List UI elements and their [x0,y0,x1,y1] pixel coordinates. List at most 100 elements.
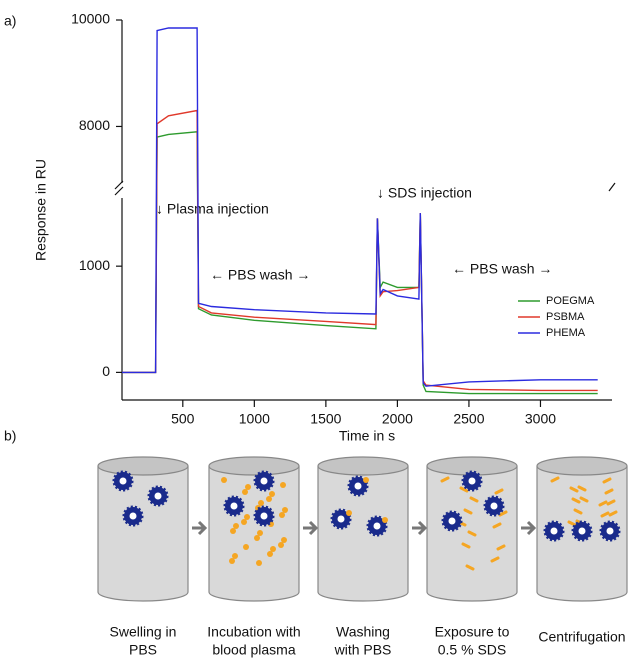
surfactant [571,497,581,504]
particle-core [578,527,586,535]
surfactant [598,500,608,507]
step-label: Swelling in [110,624,177,640]
container-top [208,456,300,476]
arrow [192,520,208,536]
annotation: ↓ SDS injection [377,185,472,201]
protein [245,484,251,490]
legend-label: POEGMA [546,295,595,307]
protein [266,496,272,502]
protein [281,537,287,543]
surfactant [550,476,560,483]
y-tick-label: 10000 [71,11,110,27]
surfactant [463,508,473,515]
protein [269,491,275,497]
x-tick-label: 1000 [239,411,270,427]
surfactant [467,530,477,537]
surfactant [573,508,583,515]
particle-core [606,527,614,535]
step-label: Incubation with [207,624,300,640]
protein [267,551,273,557]
particle-core [260,512,268,520]
annotation: ← PBS wash → [452,261,552,277]
protein [363,477,369,483]
step-label: PBS [129,642,157,658]
protein [282,507,288,513]
protein [258,500,264,506]
container [317,466,409,602]
surfactant [496,544,506,551]
particle-core [154,492,162,500]
particle-core [373,522,381,530]
surfactant [494,488,504,495]
surfactant [440,476,450,483]
step-label: 0.5 % SDS [438,642,506,658]
data-line [122,109,598,392]
x-tick-label: 500 [171,411,195,427]
container-top [536,456,628,476]
particle-core [260,477,268,485]
surfactant [577,485,587,492]
x-tick-label: 2500 [453,411,484,427]
protein [232,553,238,559]
annotation: ↓ Plasma injection [156,201,269,217]
step-label: blood plasma [212,642,295,658]
surfactant [608,510,618,517]
arrow [521,520,537,536]
particle-core [119,477,127,485]
protein [243,544,249,550]
protein [233,523,239,529]
y-tick-label: 8000 [79,117,110,133]
protein [280,482,286,488]
container [97,466,189,602]
axis-break [114,180,616,196]
particle-core [448,517,456,525]
surfactant [492,522,502,529]
surfactant [604,488,614,495]
particle-core [337,515,345,523]
particle-core [490,502,498,510]
step-label: Centrifugation [538,629,625,645]
arrow [303,520,319,536]
x-tick-label: 2000 [382,411,413,427]
x-axis-label: Time in s [339,428,395,444]
surfactant [469,496,479,503]
y-tick-label: 0 [102,363,110,379]
step-label: Exposure to [435,624,510,640]
protein [382,517,388,523]
protein [221,477,227,483]
container-top [97,456,189,476]
legend-label: PHEMA [546,327,586,339]
panel-label: b) [4,428,16,444]
protein [241,519,247,525]
protein [256,560,262,566]
protein [270,546,276,552]
particle-core [468,477,476,485]
data-line [122,27,598,387]
diagram: Swelling in PBS Incubation with blood plasm… [97,456,628,658]
step-label: Washing [336,624,390,640]
protein [230,528,236,534]
protein [244,514,250,520]
particle-core [129,512,137,520]
surfactant [459,486,469,493]
arrow [412,520,428,536]
surfactant [465,564,475,571]
particle-core [230,502,238,510]
panel-label: a) [4,13,16,29]
protein [279,512,285,518]
protein [254,535,260,541]
protein [242,489,248,495]
surfactant [569,486,579,493]
protein [229,558,235,564]
surfactant [567,520,577,527]
x-tick-label: 3000 [525,411,556,427]
protein [346,510,352,516]
y-tick-label: 1000 [79,257,110,273]
step-label: with PBS [334,642,392,658]
y-axis-label: Response in RU [33,159,49,261]
legend-label: PSBMA [546,311,585,323]
particle-core [354,482,362,490]
surfactant [606,499,616,506]
x-tick-label: 1500 [310,411,341,427]
